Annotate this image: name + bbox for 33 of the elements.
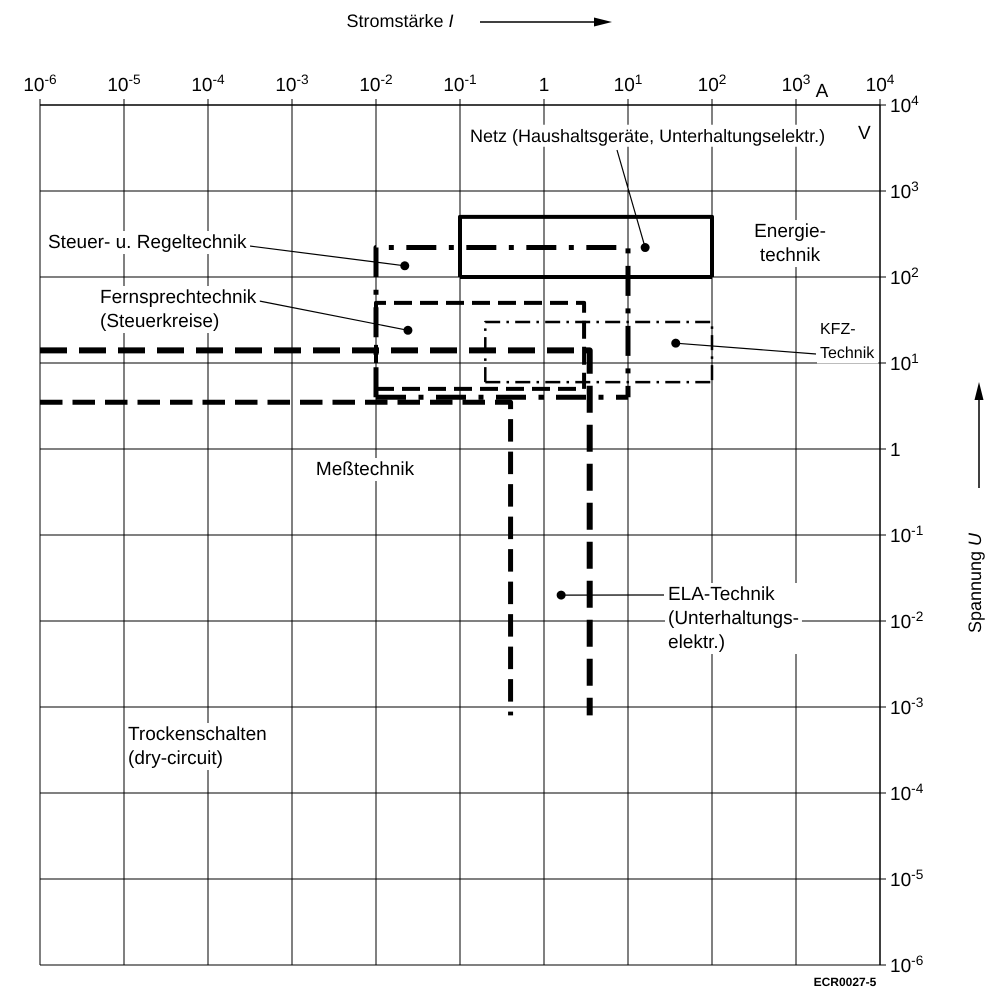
annotation: Meßtechnik (316, 459, 415, 480)
x-tick-label: 10$^{-3}$ (275, 72, 309, 96)
x-tick-label: 10$^{-1}$ (443, 72, 477, 96)
x-tick-label: 10$^{-2}$ (359, 72, 393, 96)
y-tick-label: 10$^{2}$ (890, 264, 919, 289)
annotation: Steuer- u. Regeltechnik (48, 232, 248, 254)
text: ECR0027-5 (814, 975, 877, 990)
annotation: Netz (Haushaltsgeräte, Unterhaltungselektr.) (470, 126, 826, 146)
y-tick-label: 10$^{-3}$ (890, 694, 924, 719)
y-tick-label: 1 (890, 440, 901, 461)
x-axis-title: Stromstärke I (346, 10, 454, 31)
y-tick-label: 10$^{-5}$ (890, 866, 924, 891)
text: A (816, 81, 829, 102)
x-tick-label: 10$^{-5}$ (107, 72, 142, 96)
y-tick-label: 10$^{-2}$ (890, 608, 924, 633)
x-tick-label: 10$^{2}$ (698, 72, 726, 96)
x-tick-label: 10$^{-6}$ (23, 72, 57, 96)
x-tick-label: 10$^{-4}$ (191, 72, 226, 96)
annotation: Fernsprechtechnik (Steuerkreise) (100, 287, 257, 332)
y-tick-label: 10$^{-1}$ (890, 522, 924, 547)
annotation: Energie- technik (754, 221, 826, 266)
x-tick-label: 10$^{1}$ (614, 72, 642, 96)
annotation: V (858, 123, 871, 144)
y-axis-title: Spannung U (964, 532, 985, 634)
y-tick-label: 10$^{1}$ (890, 350, 919, 375)
y-tick-label: 10$^{-4}$ (890, 780, 924, 805)
y-tick-label: 10$^{3}$ (890, 178, 919, 203)
x-tick-label: 1 (538, 75, 550, 96)
y-tick-label: 10$^{-6}$ (890, 952, 924, 977)
annotation: KFZ- Technik (820, 321, 876, 362)
x-tick-label: 10$^{3}$ (782, 72, 810, 96)
annotation: ELA-Technik (Unterhaltungs- elektr.) (668, 584, 799, 654)
annotation: Trockenschalten (dry-circuit) (128, 724, 267, 770)
